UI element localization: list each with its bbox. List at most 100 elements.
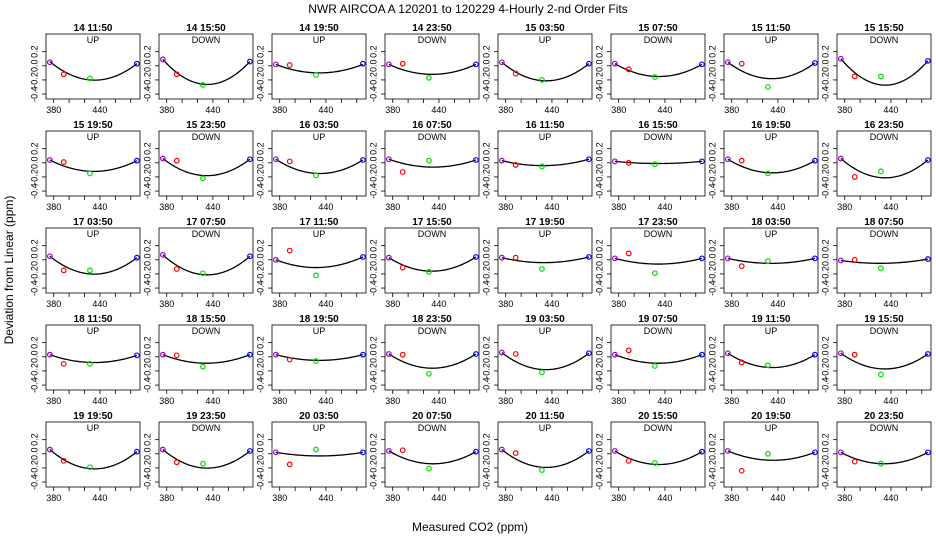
panel-title: 14 11:50 (74, 23, 113, 34)
x-tick-label: 380 (272, 105, 287, 115)
panel-title: 20 19:50 (751, 411, 791, 422)
data-point (765, 84, 771, 90)
panel-title: 17 23:50 (638, 217, 678, 228)
panel-direction: DOWN (192, 326, 221, 336)
panel-frame (158, 227, 254, 294)
x-tick-label: 440 (883, 202, 898, 212)
panel-direction: DOWN (644, 326, 673, 336)
data-point (399, 169, 406, 175)
data-point (159, 155, 166, 162)
x-tick-label: 380 (159, 202, 174, 212)
panel-frame (610, 227, 706, 294)
x-tick-label: 440 (318, 202, 333, 212)
panel-title: 19 11:50 (752, 314, 791, 325)
data-point (46, 253, 53, 260)
data-point (498, 254, 505, 261)
y-tick-label: 0.2 (368, 336, 378, 349)
panel-frame (497, 227, 593, 294)
y-tick-label: 0.0 (481, 157, 491, 170)
x-tick-label: 380 (159, 299, 174, 309)
data-point (360, 60, 366, 67)
data-point (498, 157, 505, 164)
y-tick-label: 0.2 (29, 433, 39, 446)
y-tick-label: 0.2 (255, 142, 265, 155)
y-tick-label: -0.2 (594, 460, 604, 476)
fit-curve (501, 158, 590, 167)
x-tick-label: 440 (205, 105, 220, 115)
x-tick-label: 440 (205, 396, 220, 406)
data-point (247, 448, 253, 454)
x-tick-label: 380 (724, 493, 739, 503)
data-point (586, 448, 592, 454)
data-point (272, 351, 279, 358)
panel-frame (45, 33, 141, 100)
panel-direction: UP (313, 423, 326, 433)
data-point (851, 351, 858, 358)
panel-title: 17 11:50 (300, 217, 339, 228)
y-tick-label: -0.2 (820, 72, 830, 88)
data-point (134, 448, 140, 455)
data-point (611, 448, 618, 454)
data-point (173, 459, 180, 466)
data-point (878, 73, 884, 80)
data-point (272, 156, 279, 163)
y-tick-label: -0.4 (255, 474, 265, 490)
x-tick-label: 380 (385, 493, 400, 503)
y-tick-label: -0.2 (29, 169, 39, 185)
x-tick-label: 440 (431, 202, 446, 212)
panel-title: 15 11:50 (752, 23, 791, 34)
panel-frame (271, 324, 367, 391)
y-tick-label: 0.2 (707, 433, 717, 446)
y-tick-label: 0.2 (29, 142, 39, 155)
data-point (925, 351, 931, 357)
data-point (512, 162, 519, 168)
data-point (286, 356, 293, 363)
figure-title: NWR AIRCOA A 120201 to 120229 4-Hourly 2… (308, 2, 628, 16)
x-tick-label: 440 (431, 299, 446, 309)
x-tick-label: 440 (92, 396, 107, 406)
data-point (765, 170, 771, 177)
y-tick-label: 0.2 (368, 142, 378, 155)
y-tick-label: 0.2 (481, 336, 491, 349)
y-tick-label: -0.4 (142, 280, 152, 296)
y-tick-label: -0.2 (481, 72, 491, 88)
y-tick-label: 0.2 (368, 433, 378, 446)
x-tick-label: 440 (92, 493, 107, 503)
panel-title: 14 19:50 (299, 23, 339, 34)
panel-direction: UP (539, 132, 552, 142)
y-tick-label: -0.4 (594, 474, 604, 490)
data-point (851, 73, 858, 80)
y-tick-label: -0.4 (255, 280, 265, 296)
y-tick-label: 0.0 (142, 448, 152, 461)
data-point (313, 358, 319, 364)
x-tick-label: 440 (883, 493, 898, 503)
data-point (399, 351, 406, 358)
data-point (360, 351, 366, 358)
y-tick-label: 0.2 (29, 239, 39, 252)
data-point (586, 350, 592, 357)
data-point (87, 464, 93, 471)
data-point (837, 449, 844, 456)
y-tick-label: 0.2 (255, 45, 265, 58)
data-point (699, 61, 705, 68)
data-point (385, 156, 392, 163)
y-tick-label: 0.2 (820, 142, 830, 155)
data-point (765, 450, 771, 457)
y-tick-label: 0.0 (820, 254, 830, 267)
data-point (925, 57, 931, 64)
y-tick-label: -0.2 (594, 363, 604, 379)
data-point (586, 254, 592, 260)
x-tick-label: 380 (724, 299, 739, 309)
data-point (399, 447, 406, 454)
y-tick-label: -0.4 (368, 183, 378, 199)
panel-direction: DOWN (870, 35, 899, 45)
